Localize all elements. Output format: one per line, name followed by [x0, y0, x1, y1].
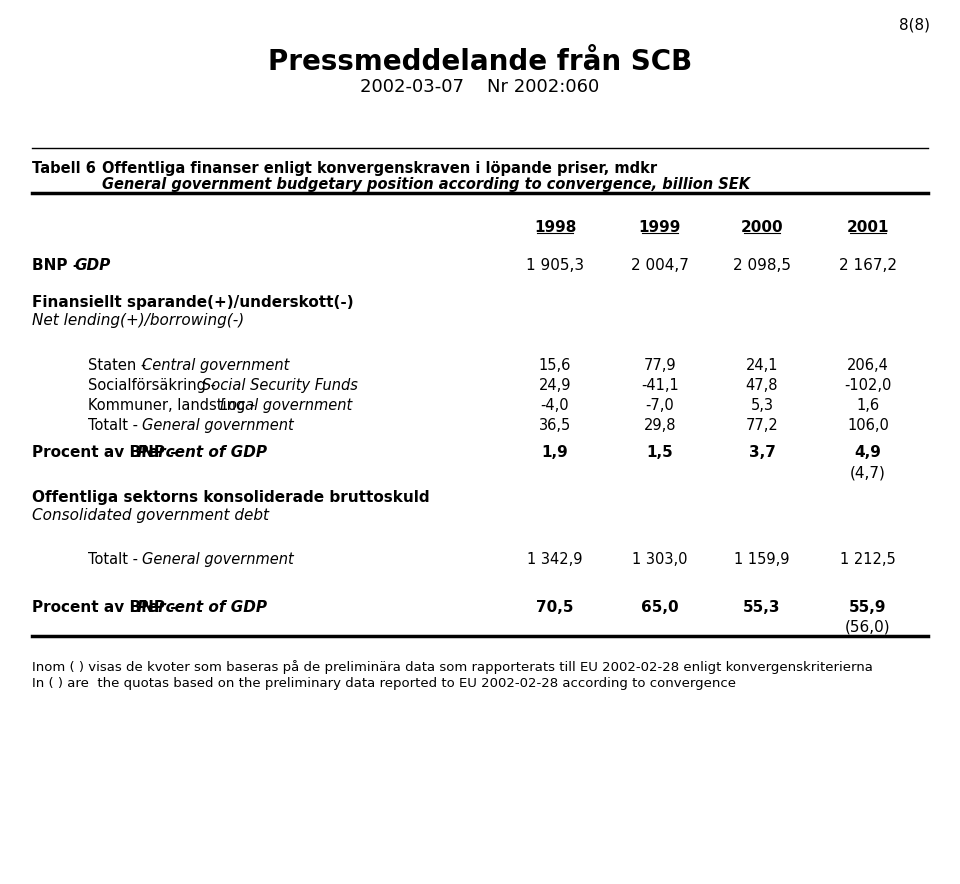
Text: 24,1: 24,1: [746, 358, 779, 373]
Text: Social Security Funds: Social Security Funds: [202, 378, 358, 393]
Text: Finansiellt sparande(+)/underskott(-): Finansiellt sparande(+)/underskott(-): [32, 295, 353, 310]
Text: -41,1: -41,1: [641, 378, 679, 393]
Text: 1 303,0: 1 303,0: [633, 552, 687, 567]
Text: 1,6: 1,6: [856, 398, 879, 413]
Text: -102,0: -102,0: [844, 378, 892, 393]
Text: 65,0: 65,0: [641, 600, 679, 615]
Text: Socialförsäkring -: Socialförsäkring -: [88, 378, 221, 393]
Text: 36,5: 36,5: [539, 418, 571, 433]
Text: GDP: GDP: [74, 258, 110, 273]
Text: 8(8): 8(8): [899, 18, 930, 33]
Text: General government: General government: [142, 418, 294, 433]
Text: Percent of GDP: Percent of GDP: [136, 445, 267, 460]
Text: BNP -: BNP -: [32, 258, 84, 273]
Text: (4,7): (4,7): [850, 465, 886, 480]
Text: 4,9: 4,9: [854, 445, 881, 460]
Text: 2001: 2001: [847, 220, 889, 235]
Text: Totalt -: Totalt -: [88, 418, 143, 433]
Text: Central government: Central government: [142, 358, 289, 373]
Text: 29,8: 29,8: [644, 418, 676, 433]
Text: 106,0: 106,0: [847, 418, 889, 433]
Text: Kommuner, landsting -: Kommuner, landsting -: [88, 398, 260, 413]
Text: 206,4: 206,4: [847, 358, 889, 373]
Text: 1998: 1998: [534, 220, 576, 235]
Text: Local government: Local government: [220, 398, 352, 413]
Text: 77,9: 77,9: [644, 358, 676, 373]
Text: 2 098,5: 2 098,5: [733, 258, 791, 273]
Text: 2 004,7: 2 004,7: [631, 258, 689, 273]
Text: Consolidated government debt: Consolidated government debt: [32, 508, 269, 523]
Text: 55,9: 55,9: [850, 600, 887, 615]
Text: 70,5: 70,5: [537, 600, 574, 615]
Text: 3,7: 3,7: [749, 445, 776, 460]
Text: Offentliga finanser enligt konvergenskraven i löpande priser, mdkr: Offentliga finanser enligt konvergenskra…: [102, 161, 658, 176]
Text: Tabell 6: Tabell 6: [32, 161, 96, 176]
Text: Procent av BNP -: Procent av BNP -: [32, 600, 181, 615]
Text: Net lending(+)/borrowing(-): Net lending(+)/borrowing(-): [32, 313, 244, 328]
Text: Totalt -: Totalt -: [88, 552, 143, 567]
Text: 2 167,2: 2 167,2: [839, 258, 897, 273]
Text: -7,0: -7,0: [646, 398, 674, 413]
Text: 1 159,9: 1 159,9: [734, 552, 790, 567]
Text: Procent av BNP -: Procent av BNP -: [32, 445, 181, 460]
Text: 1 342,9: 1 342,9: [527, 552, 583, 567]
Text: 1999: 1999: [638, 220, 682, 235]
Text: (56,0): (56,0): [845, 620, 891, 635]
Text: Pressmeddelande från SCB: Pressmeddelande från SCB: [268, 48, 692, 76]
Text: In ( ) are  the quotas based on the preliminary data reported to EU 2002-02-28 a: In ( ) are the quotas based on the preli…: [32, 677, 736, 690]
Text: Offentliga sektorns konsoliderade bruttoskuld: Offentliga sektorns konsoliderade brutto…: [32, 490, 430, 505]
Text: General government: General government: [142, 552, 294, 567]
Text: 55,3: 55,3: [743, 600, 780, 615]
Text: 1 212,5: 1 212,5: [840, 552, 896, 567]
Text: 5,3: 5,3: [751, 398, 774, 413]
Text: 47,8: 47,8: [746, 378, 779, 393]
Text: 2002-03-07    Nr 2002:060: 2002-03-07 Nr 2002:060: [360, 78, 600, 96]
Text: 1,9: 1,9: [541, 445, 568, 460]
Text: Percent of GDP: Percent of GDP: [136, 600, 267, 615]
Text: 1 905,3: 1 905,3: [526, 258, 584, 273]
Text: 2000: 2000: [741, 220, 783, 235]
Text: 24,9: 24,9: [539, 378, 571, 393]
Text: -4,0: -4,0: [540, 398, 569, 413]
Text: 1,5: 1,5: [647, 445, 673, 460]
Text: 15,6: 15,6: [539, 358, 571, 373]
Text: General government budgetary position according to convergence, billion SEK: General government budgetary position ac…: [102, 177, 750, 192]
Text: Inom ( ) visas de kvoter som baseras på de preliminära data som rapporterats til: Inom ( ) visas de kvoter som baseras på …: [32, 660, 873, 674]
Text: Staten -: Staten -: [88, 358, 151, 373]
Text: 77,2: 77,2: [746, 418, 779, 433]
